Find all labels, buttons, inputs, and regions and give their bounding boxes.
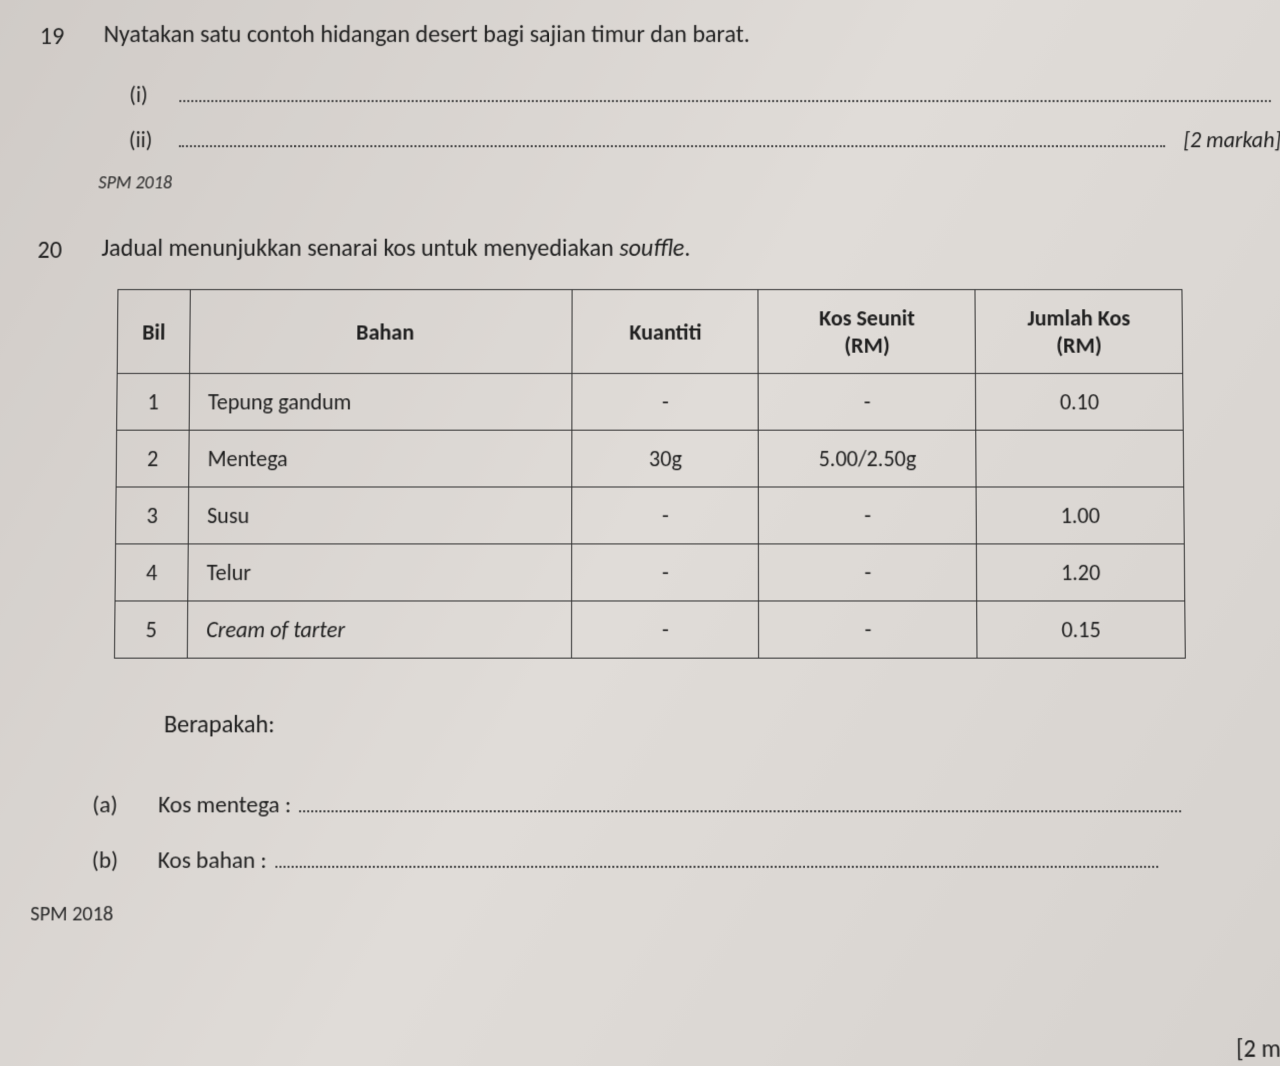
q19-spm-tag: SPM 2018 [98, 171, 1280, 193]
cell-seunit: - [759, 487, 977, 544]
cell-kuantiti: - [572, 544, 759, 601]
cell-kuantiti: - [572, 373, 758, 430]
q19-ii-row: (ii) [2 markah] [129, 126, 1280, 153]
q19-ii-line[interactable] [179, 130, 1165, 148]
q19-i-row: (i) [129, 81, 1280, 108]
cell-bahan: Mentega [189, 430, 573, 487]
q20-b-row: (b) Kos bahan : [92, 846, 1280, 875]
cell-bahan: Susu [188, 487, 572, 544]
berapakah-label: Berapakah: [164, 710, 1280, 740]
cell-jumlah [976, 430, 1184, 487]
cell-bahan: Tepung gandum [189, 373, 572, 430]
bottom-marks: [2 m [1236, 1034, 1280, 1064]
q20-b-line[interactable] [275, 850, 1158, 868]
header-seunit-l2: (RM) [769, 331, 965, 358]
q20-text: Jadual menunjukkan senarai kos untuk men… [101, 234, 690, 263]
header-jumlah-l2: (RM) [986, 331, 1172, 358]
q19-text: Nyatakan satu contoh hidangan desert bag… [103, 20, 749, 49]
q19-answer-lines: (i) (ii) [2 markah] [129, 81, 1280, 153]
cell-seunit: - [759, 544, 977, 601]
cost-table: Bil Bahan Kuantiti Kos Seunit (RM) Jumla… [114, 289, 1186, 659]
q20-a-text: Kos mentega : [158, 791, 291, 820]
header-bahan: Bahan [190, 290, 573, 374]
question-20: 20 Jadual menunjukkan senarai kos untuk … [30, 234, 1280, 927]
q19-i-line[interactable] [179, 84, 1271, 102]
table-row: 3Susu--1.00 [116, 487, 1185, 544]
header-kuantiti: Kuantiti [572, 290, 758, 374]
table-body: 1Tepung gandum--0.102Mentega30g5.00/2.50… [114, 373, 1185, 658]
cell-seunit: 5.00/2.50g [759, 430, 977, 487]
q20-a-row: (a) Kos mentega : [92, 791, 1280, 820]
q19-number: 19 [40, 20, 100, 51]
q19-ii-label: (ii) [129, 126, 179, 153]
table-row: 2Mentega30g5.00/2.50g [116, 430, 1184, 487]
cell-kuantiti: - [572, 601, 759, 658]
q20-number: 20 [37, 234, 98, 265]
header-seunit: Kos Seunit (RM) [758, 290, 975, 374]
q20-b-label: (b) [92, 846, 158, 875]
table-header-row: Bil Bahan Kuantiti Kos Seunit (RM) Jumla… [117, 290, 1183, 374]
header-jumlah-l1: Jumlah Kos [986, 304, 1172, 331]
header-seunit-l1: Kos Seunit [769, 304, 965, 331]
cell-bil: 2 [116, 430, 189, 487]
q19-marks: [2 markah] [1183, 126, 1280, 153]
header-bil: Bil [117, 290, 190, 374]
q20-text-suffix: . [684, 234, 690, 263]
cell-bil: 4 [115, 544, 188, 601]
q20-a-label: (a) [92, 791, 158, 820]
table-row: 1Tepung gandum--0.10 [117, 373, 1184, 430]
cell-jumlah: 0.10 [976, 373, 1183, 430]
cell-bahan: Telur [188, 544, 572, 601]
cell-bil: 1 [117, 373, 190, 430]
table-row: 4Telur--1.20 [115, 544, 1185, 601]
cell-seunit: - [759, 373, 977, 430]
header-jumlah: Jumlah Kos (RM) [975, 290, 1182, 374]
q20-a-line[interactable] [299, 794, 1181, 812]
exam-page: 19 Nyatakan satu contoh hidangan desert … [28, 20, 1280, 1066]
q20-b-text: Kos bahan : [158, 846, 267, 875]
q19-i-label: (i) [129, 81, 179, 108]
cell-jumlah: 1.20 [977, 544, 1185, 601]
q20-text-italic: souffle [619, 234, 684, 263]
question-19: 19 Nyatakan satu contoh hidangan desert … [38, 20, 1280, 193]
cell-bahan: Cream of tarter [187, 601, 572, 658]
cell-bil: 3 [116, 487, 189, 544]
cell-kuantiti: 30g [572, 430, 759, 487]
cell-seunit: - [759, 601, 977, 658]
q20-spm-tag: SPM 2018 [30, 902, 1280, 927]
table-row: 5Cream of tarter--0.15 [114, 601, 1185, 658]
cell-kuantiti: - [572, 487, 759, 544]
cell-jumlah: 1.00 [976, 487, 1184, 544]
q20-answers: (a) Kos mentega : (b) Kos bahan : [31, 791, 1280, 875]
cell-bil: 5 [114, 601, 187, 658]
q20-text-prefix: Jadual menunjukkan senarai kos untuk men… [101, 234, 619, 263]
cell-jumlah: 0.15 [977, 601, 1185, 658]
